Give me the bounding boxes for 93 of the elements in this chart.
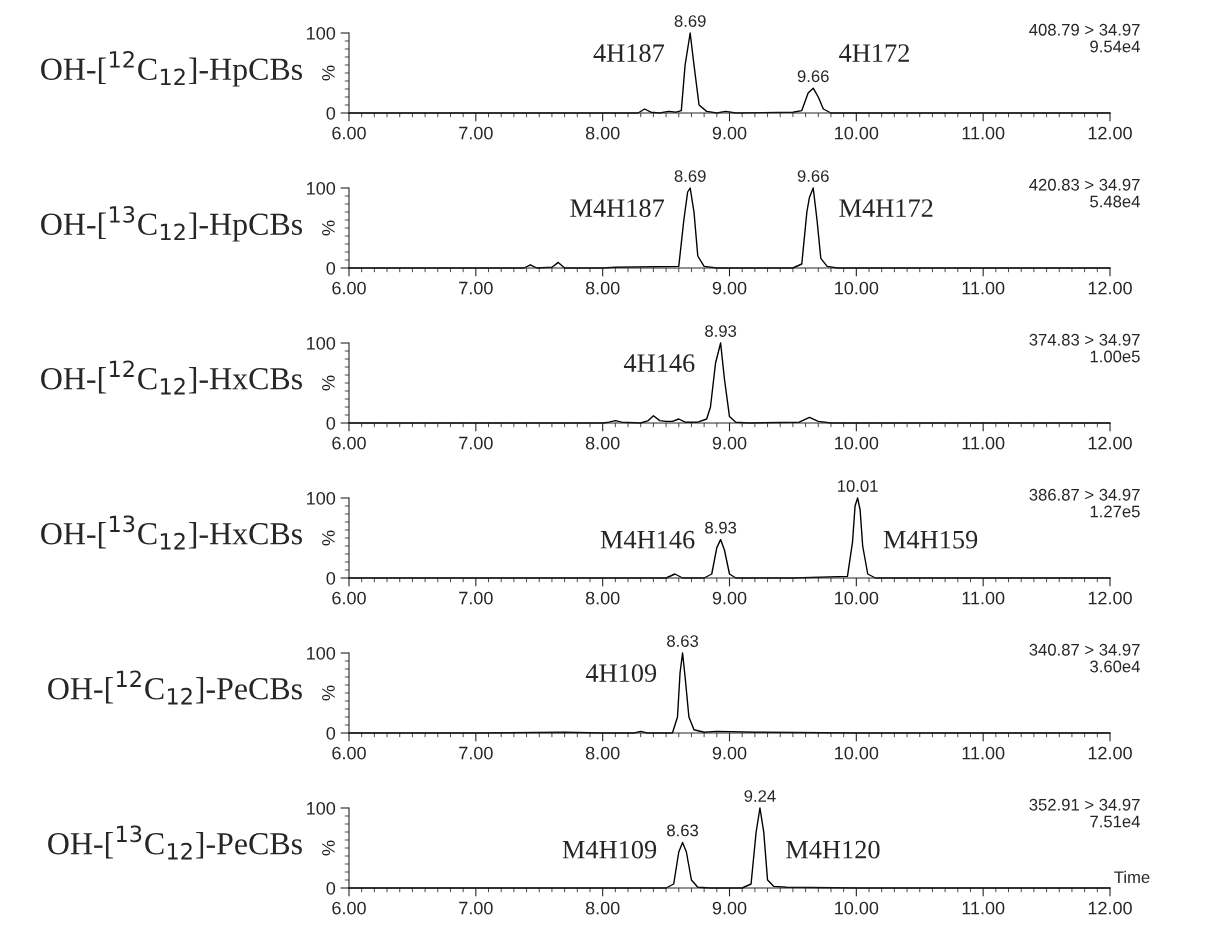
- annotation: M4H146: [600, 530, 695, 549]
- y-tick-label: 0: [326, 416, 336, 430]
- y-axis-title: %: [322, 375, 335, 391]
- x-tick-label: 10.00: [835, 746, 879, 760]
- x-tick-label: 6.00: [332, 746, 366, 760]
- chart-subtitle: 386.87 > 34.97 1.27e5: [1029, 488, 1140, 518]
- annotation: 9.66: [797, 170, 829, 182]
- annotation: 4H172: [839, 44, 909, 62]
- annotation: 4H109: [585, 664, 657, 683]
- text: OH-[$^{13}$C$_{12}$]-HxCBs: [41, 515, 302, 550]
- y-tick-label: 100: [307, 491, 336, 505]
- annotation: M4H109: [562, 840, 657, 859]
- x-tick-label: 6.00: [332, 281, 366, 295]
- y-tick-label: 100: [307, 801, 336, 815]
- x-tick-label: 9.00: [712, 436, 747, 450]
- chart-subtitle: 352.91 > 34.97 7.51e4: [1029, 798, 1140, 828]
- annotation: M4H187: [570, 199, 665, 218]
- x-tick-label: 7.00: [459, 901, 493, 915]
- x-tick-label: 8.00: [585, 436, 620, 450]
- x-tick-label: 7.00: [459, 436, 493, 450]
- text: OH-[$^{13}$C$_{12}$]-PeCBs: [48, 825, 302, 860]
- x-tick-label: 7.00: [459, 746, 493, 760]
- annotation: 10.01: [838, 480, 878, 492]
- annotation: 8.63: [667, 824, 699, 837]
- y-tick-label: 100: [307, 646, 336, 660]
- y-axis-title: %: [322, 65, 335, 81]
- y-tick-label: 100: [307, 181, 336, 195]
- x-tick-label: 6.00: [332, 436, 366, 450]
- x-tick-label: 12.00: [1088, 901, 1132, 915]
- x-tick-label: 8.00: [585, 281, 620, 295]
- annotation: 4H187: [593, 44, 665, 63]
- annotation: M4H172: [839, 199, 933, 217]
- x-tick-label: 7.00: [459, 281, 493, 295]
- x-tick-label: 11.00: [962, 901, 1005, 915]
- y-tick-label: 100: [307, 26, 336, 40]
- x-tick-label: 12.00: [1088, 746, 1132, 760]
- x-tick-label: 10.00: [835, 591, 879, 605]
- y-tick-label: 0: [326, 106, 336, 120]
- annotation: M4H159: [883, 530, 978, 549]
- x-tick-label: 10.00: [835, 281, 879, 295]
- text: OH-[$^{12}$C$_{12}$]-PeCBs: [48, 670, 302, 705]
- annotation: 9.66: [797, 70, 829, 83]
- x-tick-label: 12.00: [1088, 591, 1132, 605]
- x-tick-label: 9.00: [712, 591, 747, 605]
- x-tick-label: 6.00: [332, 901, 366, 915]
- x-tick-label: 6.00: [332, 126, 366, 140]
- x-tick-label: 8.00: [585, 901, 620, 915]
- x-tick-label: 6.00: [332, 591, 366, 605]
- x-tick-label: 9.00: [712, 746, 747, 760]
- x-tick-label: 12.00: [1088, 126, 1132, 140]
- annotation: 8.69: [674, 170, 706, 182]
- x-axis-title: Time: [1114, 870, 1150, 884]
- x-tick-label: 11.00: [962, 591, 1005, 605]
- x-tick-label: 9.00: [712, 901, 747, 915]
- x-tick-label: 10.00: [835, 126, 879, 140]
- x-tick-label: 9.00: [712, 281, 747, 295]
- chart-subtitle: 340.87 > 34.97 3.60e4: [1029, 643, 1140, 673]
- annotation: 4H146: [623, 354, 695, 373]
- y-axis-title: %: [322, 685, 335, 701]
- y-tick-label: 0: [326, 261, 336, 275]
- x-tick-label: 12.00: [1088, 281, 1132, 295]
- y-axis-title: %: [322, 840, 335, 856]
- y-tick-label: 0: [326, 726, 336, 740]
- x-tick-label: 12.00: [1088, 436, 1132, 450]
- annotation: 8.63: [667, 635, 699, 647]
- x-tick-label: 8.00: [585, 126, 620, 140]
- y-axis-title: %: [322, 220, 335, 236]
- x-tick-label: 8.00: [585, 591, 620, 605]
- x-tick-label: 7.00: [459, 591, 493, 605]
- y-tick-label: 0: [326, 571, 336, 585]
- y-axis-title: %: [322, 530, 335, 546]
- chart-subtitle: 408.79 > 34.97 9.54e4: [1029, 23, 1140, 53]
- annotation: 8.93: [705, 325, 737, 337]
- annotation: 8.93: [705, 521, 737, 534]
- x-tick-label: 10.00: [835, 436, 879, 450]
- annotation: M4H120: [786, 840, 880, 859]
- x-tick-label: 7.00: [459, 126, 493, 140]
- x-tick-label: 11.00: [962, 126, 1005, 140]
- x-tick-label: 11.00: [962, 746, 1005, 760]
- text: OH-[$^{12}$C$_{12}$]-HxCBs: [41, 360, 302, 395]
- x-tick-label: 11.00: [962, 281, 1005, 295]
- chart-subtitle: 420.83 > 34.97 5.48e4: [1029, 178, 1140, 208]
- x-tick-label: 10.00: [835, 901, 879, 915]
- y-tick-label: 100: [307, 336, 336, 350]
- text: OH-[$^{12}$C$_{12}$]-HpCBs: [41, 50, 302, 87]
- x-tick-label: 9.00: [712, 126, 747, 140]
- annotation: 8.69: [674, 15, 706, 27]
- x-tick-label: 11.00: [962, 436, 1005, 450]
- x-tick-label: 8.00: [585, 746, 620, 760]
- text: OH-[$^{13}$C$_{12}$]-HpCBs: [41, 205, 302, 242]
- y-tick-label: 0: [326, 881, 336, 895]
- chart-subtitle: 374.83 > 34.97 1.00e5: [1029, 333, 1140, 363]
- annotation: 9.24: [744, 790, 776, 802]
